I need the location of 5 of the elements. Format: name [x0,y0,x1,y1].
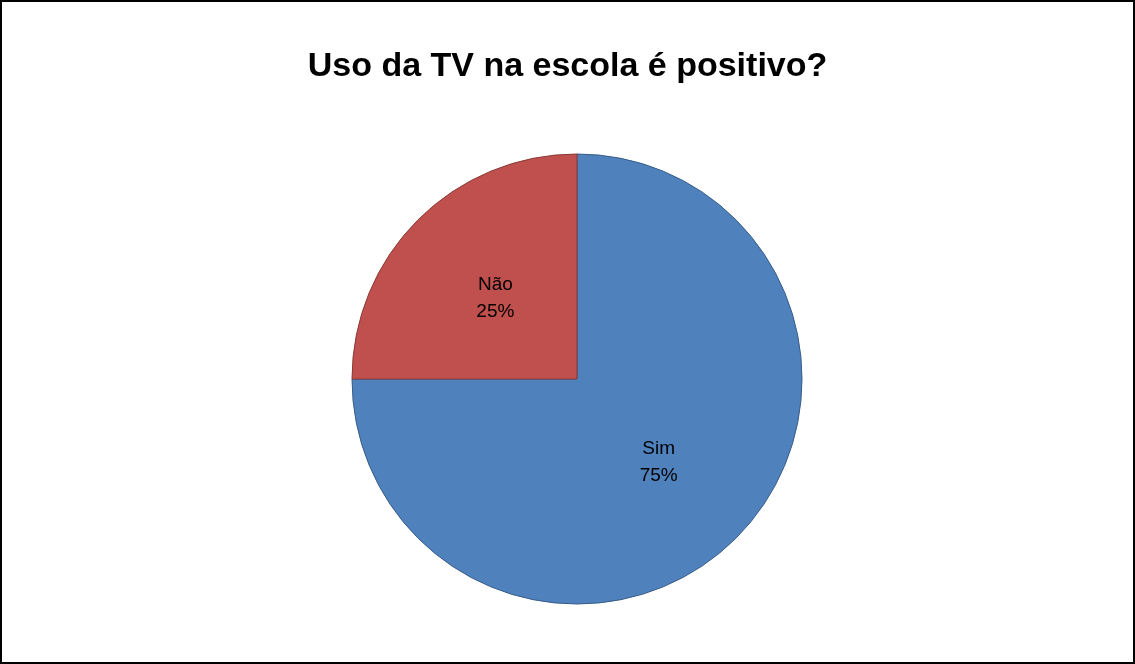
data-label: 25% [476,300,515,322]
slice-label: Sim [642,436,676,458]
chart-title: Uso da TV na escola é positivo? [307,45,828,83]
slice-label: Não [477,273,513,295]
data-label: 75% [639,463,678,485]
